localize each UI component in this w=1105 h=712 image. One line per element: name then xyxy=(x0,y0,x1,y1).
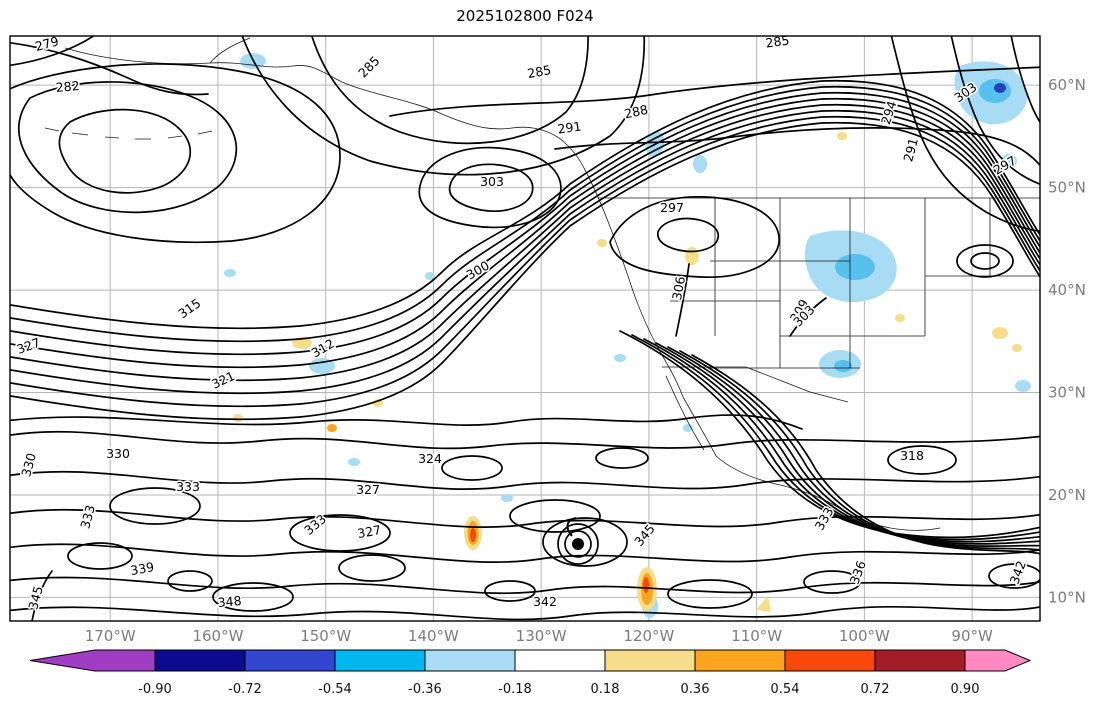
alaska-inland xyxy=(209,37,251,64)
longitude-tick-label: 160°W xyxy=(192,627,243,645)
map-border xyxy=(9,35,1041,622)
colorbar: -0.90 -0.72 -0.54 -0.36 -0.18 0.18 0.36 0.54 0.7… xyxy=(29,649,1032,697)
colorbar-segment xyxy=(334,649,426,672)
alaska-coastline xyxy=(64,47,585,169)
contour-label: 333 xyxy=(77,503,98,530)
us-mexico-border xyxy=(662,366,849,403)
grid-layer xyxy=(10,36,1040,621)
colorbar-segment xyxy=(874,649,966,672)
contour-label: 315 xyxy=(175,295,203,321)
colorbar-segment xyxy=(244,649,336,672)
latitude-tick-label: 60°N xyxy=(1048,76,1086,94)
longitude-tick-label: 140°W xyxy=(408,627,459,645)
colorbar-under-arrow xyxy=(29,649,156,672)
strongest-negative-anomaly-core xyxy=(994,83,1006,93)
colorbar-tick-label: 0.54 xyxy=(771,682,800,697)
colorbar-segment xyxy=(604,649,696,672)
colorbar-segment xyxy=(784,649,876,672)
colorbar-segment xyxy=(514,649,606,672)
contour-label: 303 xyxy=(480,174,504,189)
longitude-tick-label: 90°W xyxy=(951,627,993,645)
contour-label: 327 xyxy=(356,522,382,541)
contour-label: 285 xyxy=(355,53,382,80)
colorbar-tick-label: -0.90 xyxy=(138,682,172,697)
contour-label: 330 xyxy=(18,451,39,478)
colorbar-over-arrow xyxy=(964,649,1032,672)
colorbar-segment xyxy=(154,649,246,672)
longitude-tick-label: 170°W xyxy=(85,627,136,645)
longitude-tick-label: 100°W xyxy=(839,627,890,645)
contour-label: 306 xyxy=(669,275,688,301)
contour-label: 348 xyxy=(217,593,242,610)
contour-label: 345 xyxy=(631,521,658,549)
contour-label: 321 xyxy=(209,368,237,392)
figure-title: 2025102800 F024 xyxy=(456,7,593,25)
us-state-borders xyxy=(670,198,1040,369)
contour-line-layer xyxy=(10,36,1040,621)
colorbar-tick-label: 0.90 xyxy=(951,682,980,697)
contour-label: 339 xyxy=(129,559,155,578)
colorbar-tick-label: -0.18 xyxy=(498,682,532,697)
contour-label: 288 xyxy=(623,102,650,122)
latitude-tick-label: 40°N xyxy=(1048,281,1086,299)
colorbar-segment xyxy=(424,649,516,672)
contour-label: 333 xyxy=(176,479,200,494)
contour-label: 342 xyxy=(533,594,557,609)
contour-label: 318 xyxy=(900,448,924,463)
colorbar-tick-label: -0.54 xyxy=(318,682,352,697)
latitude-tick-label: 50°N xyxy=(1048,179,1086,197)
colorbar-tick-label: -0.36 xyxy=(408,682,442,697)
latitude-tick-label: 20°N xyxy=(1048,486,1086,504)
colorbar-tick-label: 0.72 xyxy=(861,682,890,697)
stronger-negative-anomaly-cores xyxy=(834,79,1011,372)
latitude-tick-label: 10°N xyxy=(1048,588,1086,606)
colorbar-tick-label: -0.72 xyxy=(228,682,262,697)
contour-label: 294 xyxy=(878,99,900,126)
contour-label: 333 xyxy=(812,505,837,533)
contour-label: 342 xyxy=(1007,559,1029,587)
aleutian-islands xyxy=(44,127,213,140)
colorbar-segment xyxy=(694,649,786,672)
longitude-tick-label: 150°W xyxy=(300,627,351,645)
us-west-coast xyxy=(583,167,684,398)
contour-label: 282 xyxy=(55,78,80,95)
contour-label: 324 xyxy=(418,451,442,466)
contour-label: 291 xyxy=(900,136,921,163)
contour-label: 312 xyxy=(309,336,337,361)
baja-peninsula xyxy=(665,375,705,451)
contour-label: 327 xyxy=(15,335,43,357)
hurricane-symbol xyxy=(566,517,584,550)
contour-label: 330 xyxy=(106,446,130,461)
contour-label: 285 xyxy=(765,32,791,50)
latitude-tick-label: 30°N xyxy=(1048,384,1086,402)
longitude-tick-label: 120°W xyxy=(623,627,674,645)
strongest-positive-anomaly-cores xyxy=(470,528,649,593)
contour-label: 297 xyxy=(660,200,684,215)
longitude-tick-label: 110°W xyxy=(731,627,782,645)
colorbar-tick-label: 0.18 xyxy=(591,682,620,697)
colorbar-tick-label: 0.36 xyxy=(681,682,710,697)
axis-tick-labels: 170°W 160°W 150°W 140°W 130°W 120°W 110°W 100°W… xyxy=(85,76,1086,645)
contour-label: 285 xyxy=(526,62,552,81)
longitude-tick-label: 130°W xyxy=(516,627,567,645)
contour-label: 327 xyxy=(356,482,380,497)
contour-label: 291 xyxy=(557,118,583,136)
